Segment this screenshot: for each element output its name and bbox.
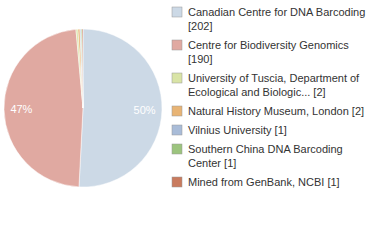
legend-label: Centre for Biodiversity Genomics <box>188 39 349 51</box>
legend: Canadian Centre for DNA Barcoding [202] Ce… <box>172 6 365 188</box>
legend-swatch <box>172 106 182 116</box>
slice <box>78 29 83 108</box>
legend-label: University of Tuscia, Department of <box>188 72 360 84</box>
legend-label: Mined from GenBank, NCBI [1] <box>188 176 340 188</box>
slice <box>82 29 83 108</box>
slice <box>80 29 83 108</box>
slice <box>81 29 83 108</box>
pie <box>4 29 162 187</box>
legend-label: [202] <box>188 20 212 32</box>
legend-label: Ecological and Biologic... [2] <box>188 86 326 98</box>
legend-label: Canadian Centre for DNA Barcoding <box>188 6 365 18</box>
legend-swatch <box>172 73 182 83</box>
legend-swatch <box>172 7 182 17</box>
slice <box>79 29 162 187</box>
legend-label: Natural History Museum, London [2] <box>188 105 364 117</box>
chart: 50% 47% Canadian Centre for DNA Barcoding [… <box>0 0 380 240</box>
legend-label: Center [1] <box>188 157 236 169</box>
slice <box>4 29 83 187</box>
legend-label: Vilnius University [1] <box>188 124 287 136</box>
legend-swatch <box>172 125 182 135</box>
legend-label: [190] <box>188 53 212 65</box>
data-label: 47% <box>10 103 32 115</box>
slice <box>76 29 83 108</box>
data-label: 50% <box>134 104 156 116</box>
legend-swatch <box>172 177 182 187</box>
legend-swatch <box>172 144 182 154</box>
legend-swatch <box>172 40 182 50</box>
legend-label: Southern China DNA Barcoding <box>188 143 343 155</box>
